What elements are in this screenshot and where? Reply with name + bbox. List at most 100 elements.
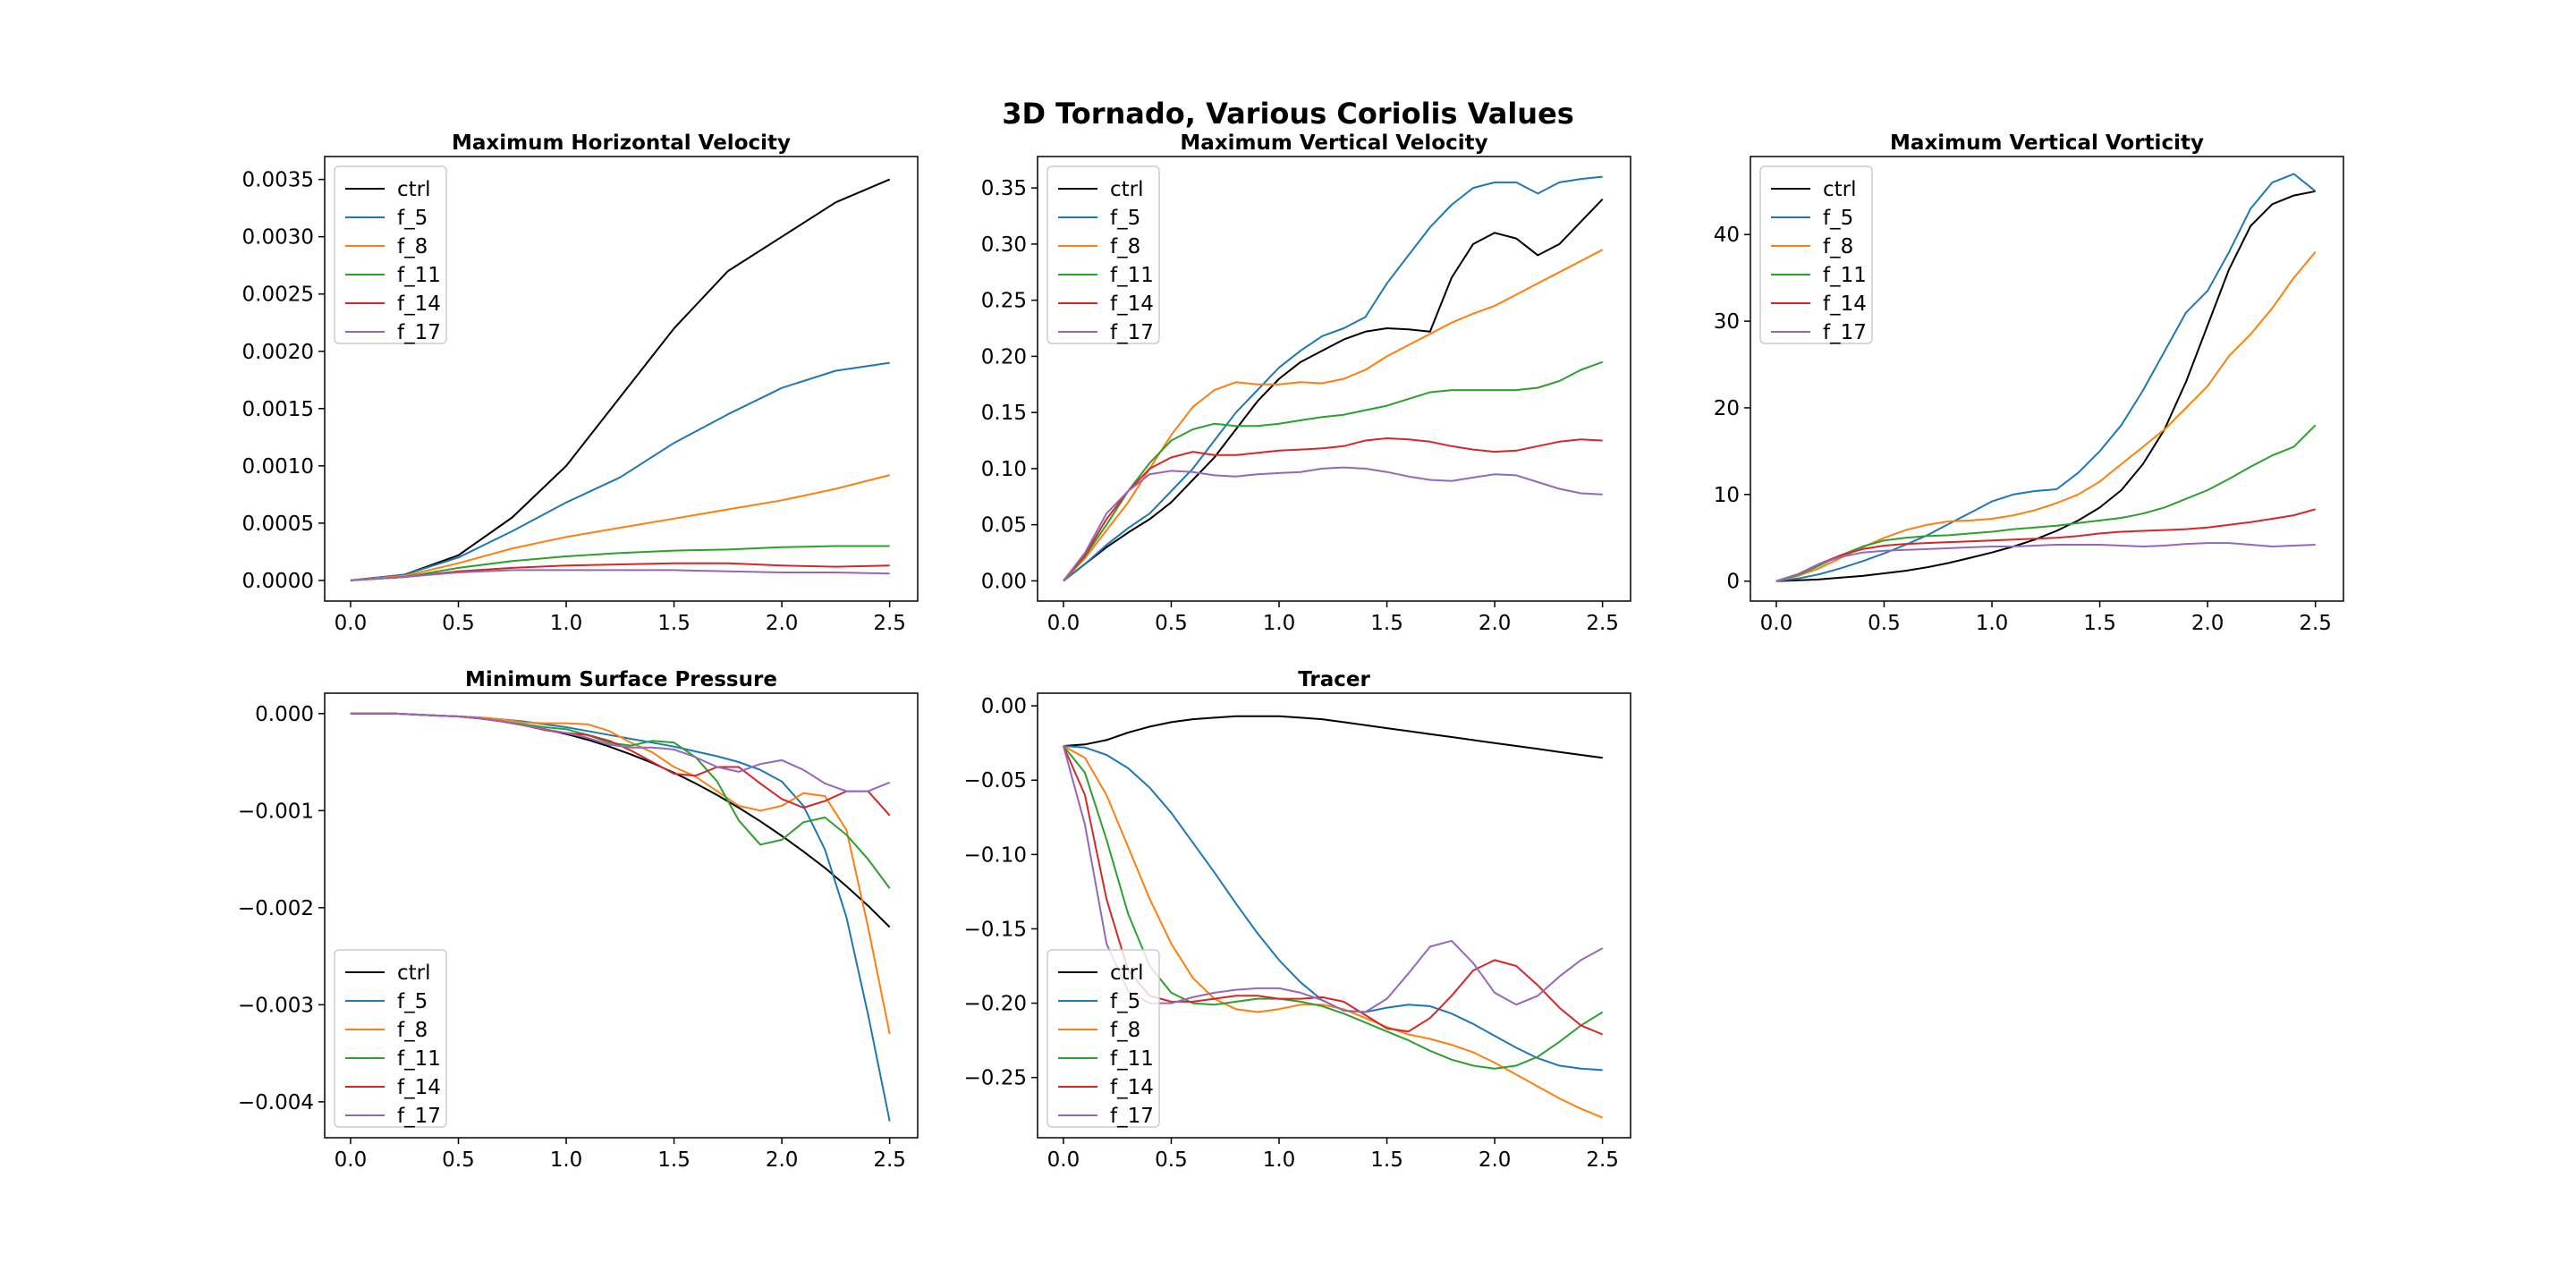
series-line-f_11 [350,712,891,889]
series-line-ctrl [1063,715,1603,759]
axes-frame [324,156,919,602]
y-tick-label: −0.003 [238,994,314,1017]
y-tick-label: 0.000 [255,703,314,726]
legend-label-f_14: f_14 [1110,1076,1154,1099]
legend: ctrl f_5 f_8 f_11 f_14 f_17 [334,165,447,344]
series-line-f_8 [1063,745,1604,1119]
legend-label-f_17: f_17 [1110,321,1154,344]
chart-title: Maximum Horizontal Velocity [452,131,791,155]
series-line-f_14 [1063,437,1603,582]
y-tick-label: 30 [1714,310,1740,334]
series-line-f_5 [350,361,890,581]
x-tick-label: 0.0 [335,612,368,635]
legend-label-f_8: f_8 [1110,235,1140,258]
x-tick-label: 0.0 [335,1148,368,1172]
y-tick-label: 0.0020 [242,341,314,364]
y-tick-label: −0.25 [964,1067,1027,1090]
series-line-f_8 [350,474,890,581]
y-tick-label: −0.004 [238,1091,314,1114]
x-tick-label: 0.5 [1868,612,1901,635]
legend-label-f_5: f_5 [397,207,428,230]
axes-frame [324,692,919,1139]
legend-box [334,165,447,344]
legend-label-ctrl: ctrl [397,962,431,985]
y-tick-label: 0.00 [981,695,1027,718]
x-tick-label: 2.0 [1479,612,1512,635]
x-tick-label: 0.5 [1155,1148,1188,1172]
x-tick-label: 1.5 [657,1148,691,1172]
y-tick-label: 10 [1714,484,1740,507]
legend-label-f_5: f_5 [397,990,428,1013]
series-line-f_11 [1063,360,1604,582]
y-tick-label: −0.001 [238,800,314,823]
x-tick-label: 1.5 [1370,1148,1403,1172]
legend-label-f_14: f_14 [1823,292,1867,316]
x-tick-label: 1.0 [1263,612,1296,635]
axes-frame [1750,156,2344,602]
legend-box [1046,165,1160,344]
axes-frame [1037,692,1631,1139]
series-line-f_11 [1775,424,2317,582]
legend-label-f_8: f_8 [397,235,428,258]
legend-label-f_17: f_17 [1823,321,1867,344]
legend-label-f_5: f_5 [1110,990,1140,1013]
series-line-f_17 [350,569,890,581]
x-tick-label: 0.5 [442,1148,475,1172]
y-tick-label: 0.0035 [242,169,314,192]
y-tick-label: 0 [1726,571,1740,594]
x-tick-label: 1.0 [550,1148,583,1172]
x-tick-label: 0.5 [442,612,475,635]
y-tick-label: 0.10 [981,458,1027,481]
x-tick-label: 1.0 [1976,612,2009,635]
x-tick-label: 2.0 [2191,612,2224,635]
legend-label-f_11: f_11 [1110,264,1154,287]
x-tick-label: 1.5 [1370,612,1403,635]
series-line-ctrl [350,178,891,581]
series-line-ctrl [1063,199,1604,582]
y-tick-label: 0.0015 [242,398,314,421]
legend-label-f_14: f_14 [397,292,441,316]
chart-title: Maximum Vertical Velocity [1180,131,1487,155]
series-line-f_17 [1775,542,2316,582]
x-tick-label: 2.5 [1586,612,1619,635]
x-tick-label: 1.5 [657,612,691,635]
series-line-f_5 [1063,175,1603,582]
x-tick-label: 2.0 [766,612,799,635]
y-tick-label: 0.05 [981,514,1027,538]
x-tick-label: 2.5 [873,1148,906,1172]
y-tick-label: 0.0000 [242,570,314,593]
y-tick-label: −0.002 [238,897,314,920]
x-tick-label: 0.0 [1047,612,1080,635]
chart-title: Maximum Vertical Vorticity [1890,131,2204,155]
legend-box [1046,949,1160,1128]
series-line-f_5 [1775,173,2317,582]
x-tick-label: 1.5 [2083,612,2116,635]
chart-title: Minimum Surface Pressure [465,668,777,691]
x-tick-label: 2.5 [1586,1148,1619,1172]
y-tick-label: 0.20 [981,345,1027,369]
series-line-f_8 [1063,249,1604,582]
chart-title: Tracer [1298,668,1370,691]
x-tick-label: 2.5 [2299,612,2332,635]
x-tick-label: 2.0 [1479,1148,1512,1172]
x-tick-label: 0.0 [1760,612,1793,635]
y-tick-label: −0.15 [964,918,1027,941]
chart-panel-2: Maximum Vertical Velocity 0.0 0.5 1.0 1.5 2.0… [981,131,1631,635]
legend-label-ctrl: ctrl [1110,962,1144,985]
legend-label-f_11: f_11 [1110,1047,1154,1071]
legend-label-f_17: f_17 [397,321,441,344]
series-line-f_17 [1063,466,1603,582]
legend-box [1759,165,1873,344]
x-tick-label: 2.0 [766,1148,799,1172]
y-tick-label: 0.15 [981,402,1027,425]
y-tick-label: 20 [1714,397,1740,420]
legend-label-ctrl: ctrl [1110,178,1144,201]
legend-label-f_5: f_5 [1823,207,1853,230]
legend-label-ctrl: ctrl [1823,178,1857,201]
x-tick-label: 1.0 [550,612,583,635]
legend-label-f_11: f_11 [397,1047,441,1071]
y-tick-label: 0.0025 [242,284,314,307]
x-tick-label: 2.5 [873,612,906,635]
legend: ctrl f_5 f_8 f_11 f_14 f_17 [334,949,447,1128]
